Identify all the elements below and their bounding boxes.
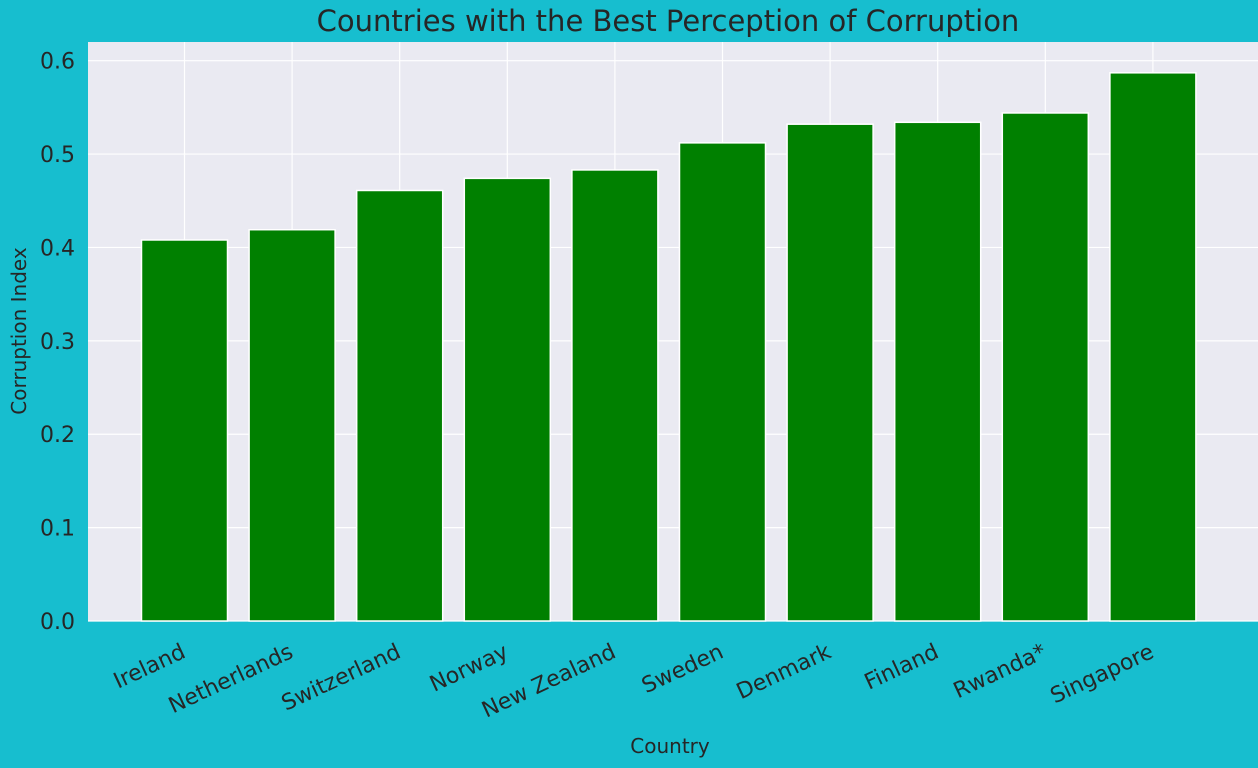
y-tick-label: 0.3 bbox=[40, 330, 75, 355]
bar-singapore bbox=[1109, 72, 1197, 622]
x-tick-label: Sweden bbox=[638, 640, 727, 699]
chart-title: Countries with the Best Perception of Co… bbox=[317, 4, 1020, 38]
bar-finland bbox=[893, 121, 982, 622]
y-tick-label: 0.2 bbox=[40, 423, 75, 448]
bar-new-zealand bbox=[571, 169, 659, 622]
x-tick-label: Ireland bbox=[110, 640, 190, 695]
y-axis-label: Corruption Index bbox=[7, 247, 31, 415]
y-tick-label: 0.4 bbox=[40, 236, 75, 261]
y-tick-label: 0.6 bbox=[40, 50, 75, 75]
bar-ireland bbox=[140, 239, 229, 622]
y-tick-label: 0.1 bbox=[40, 517, 75, 542]
x-tick-label: Switzerland bbox=[278, 640, 405, 717]
y-tick-labels: 0.0 0.1 0.2 0.3 0.4 0.5 0.6 bbox=[40, 50, 75, 635]
x-tick-label: Norway bbox=[426, 640, 512, 698]
y-tick-label: 0.0 bbox=[40, 610, 75, 635]
bar-rwanda bbox=[1001, 112, 1090, 622]
x-tick-label: Singapore bbox=[1047, 640, 1158, 710]
x-tick-label: Finland bbox=[861, 640, 943, 696]
bar-denmark bbox=[786, 123, 874, 622]
x-axis-label: Country bbox=[630, 734, 710, 758]
bar-switzerland bbox=[355, 189, 444, 622]
x-tick-label: Denmark bbox=[733, 639, 835, 705]
x-tick-label: Netherlands bbox=[165, 640, 297, 719]
bar-norway bbox=[463, 177, 552, 622]
y-tick-label: 0.5 bbox=[40, 143, 75, 168]
bars bbox=[140, 72, 1197, 622]
bar-netherlands bbox=[248, 228, 336, 622]
x-tick-label: Rwanda* bbox=[950, 640, 1050, 705]
bar-sweden bbox=[678, 142, 767, 622]
